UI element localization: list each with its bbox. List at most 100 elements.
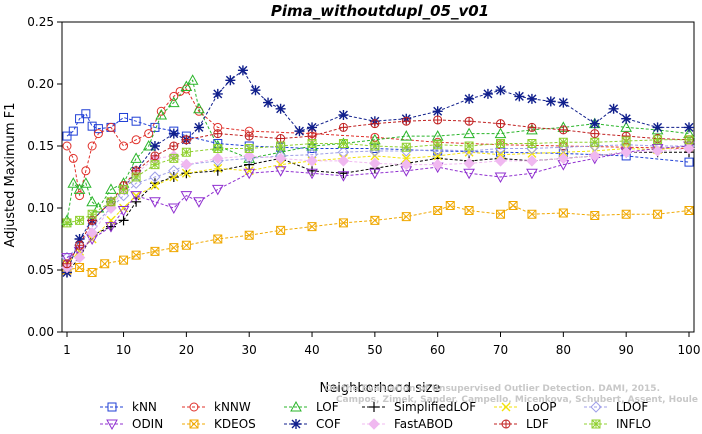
data-point-cof (514, 91, 525, 102)
data-point-fastabod (463, 157, 475, 170)
data-point-inflo (621, 136, 631, 146)
data-point-ldf (401, 116, 411, 126)
data-point-cof (558, 97, 569, 108)
series-kdeos (62, 201, 694, 277)
data-point-odin (369, 168, 381, 180)
x-tick-label: 10 (116, 343, 131, 357)
data-point-lof (79, 177, 92, 188)
legend-marker-cof (291, 419, 301, 429)
data-point-kdeos (621, 209, 631, 219)
legend-marker-odin (106, 419, 118, 431)
legend-label-ldof: LDOF (616, 400, 648, 414)
data-point-kdeos (75, 263, 85, 273)
legend-marker-knnw (189, 402, 199, 412)
legend-label-fastabod: FastABOD (394, 417, 453, 431)
data-point-cof (464, 93, 475, 104)
data-point-loop (401, 153, 411, 163)
data-point-knnw (93, 129, 103, 139)
data-point-kdeos (213, 234, 223, 244)
data-point-inflo (590, 137, 600, 147)
data-point-cof (250, 85, 261, 96)
data-point-lof (180, 80, 193, 91)
legend-label-odin: ODIN (132, 417, 163, 431)
legend-item-knn: kNN (100, 400, 157, 414)
data-point-odin (193, 197, 205, 208)
data-point-knnw (144, 129, 154, 139)
data-point-inflo (244, 143, 254, 153)
legend-item-loop: LoOP (494, 400, 557, 414)
data-point-knnw (106, 122, 116, 132)
y-axis-label: Adjusted Maximum F1 (3, 103, 18, 248)
legend-item-knnw: kNNW (182, 400, 251, 414)
data-point-fastabod (274, 152, 287, 165)
y-tick-label: 0.15 (27, 139, 54, 153)
series-line-simplifiedlof (66, 151, 689, 273)
data-point-kdeos (307, 222, 317, 232)
data-point-kdeos (119, 255, 129, 265)
data-point-cof (149, 141, 160, 151)
data-point-ldf (213, 129, 223, 139)
data-point-loop (496, 150, 506, 160)
data-point-cof (621, 113, 632, 124)
series-line-fastabod (66, 147, 690, 268)
data-point-odin (105, 222, 117, 233)
data-point-cof (482, 88, 493, 99)
data-point-cof (225, 75, 236, 86)
data-point-loop (181, 168, 191, 178)
data-point-kdeos (401, 212, 411, 222)
data-point-fastabod (557, 152, 570, 165)
data-point-kdeos (445, 201, 455, 211)
legend-item-simplifiedlof: SimplifiedLOF (362, 400, 476, 414)
series-inflo (62, 135, 694, 228)
data-point-ldf (307, 131, 317, 141)
data-point-simplifiedlof (307, 165, 318, 176)
data-point-ldf (169, 141, 179, 151)
x-tick-label: 20 (179, 343, 194, 357)
x-tick-label: 80 (556, 343, 571, 357)
data-point-ldf (276, 134, 286, 144)
data-point-inflo (213, 143, 223, 153)
data-point-ldf (558, 125, 568, 135)
data-point-knn (119, 112, 129, 122)
legend-marker-kdeos (189, 419, 199, 429)
data-point-fastabod (651, 145, 664, 157)
data-point-cof (684, 122, 694, 133)
data-point-lof (155, 108, 168, 120)
data-point-odin (149, 197, 161, 208)
data-point-lof (67, 177, 80, 188)
data-point-ldf (370, 119, 380, 129)
data-point-kdeos (100, 259, 110, 269)
data-point-ldf (496, 119, 506, 129)
data-point-kdeos (464, 205, 474, 215)
legend-marker-lof (290, 400, 302, 412)
data-point-fastabod (180, 158, 193, 171)
data-point-simplifiedlof (212, 165, 223, 176)
data-point-kdeos (433, 205, 443, 215)
data-point-kdeos (653, 209, 663, 219)
data-point-lof (86, 195, 98, 207)
data-point-odin (180, 191, 193, 202)
data-point-kdeos (244, 230, 254, 240)
data-point-odin (463, 168, 475, 180)
data-point-knn (131, 116, 141, 126)
data-point-inflo (150, 160, 160, 170)
data-point-cof (307, 122, 318, 133)
series-line-kdeos (66, 204, 690, 274)
data-point-cof (589, 118, 600, 129)
data-point-knn (81, 109, 91, 119)
data-point-inflo (87, 209, 97, 219)
data-point-fastabod (431, 158, 444, 171)
legend-marker-ldof (590, 401, 602, 413)
data-point-lof (620, 121, 633, 132)
data-point-kdeos (590, 210, 600, 220)
data-point-lof (105, 183, 117, 194)
data-point-cof (275, 103, 286, 114)
data-point-inflo (433, 140, 443, 150)
legend-label-ldf: LDF (526, 417, 549, 431)
data-point-lof (73, 183, 86, 194)
data-point-knn (87, 121, 97, 131)
data-point-fastabod (620, 146, 632, 158)
data-point-kdeos (527, 209, 537, 219)
data-point-inflo (307, 139, 317, 149)
